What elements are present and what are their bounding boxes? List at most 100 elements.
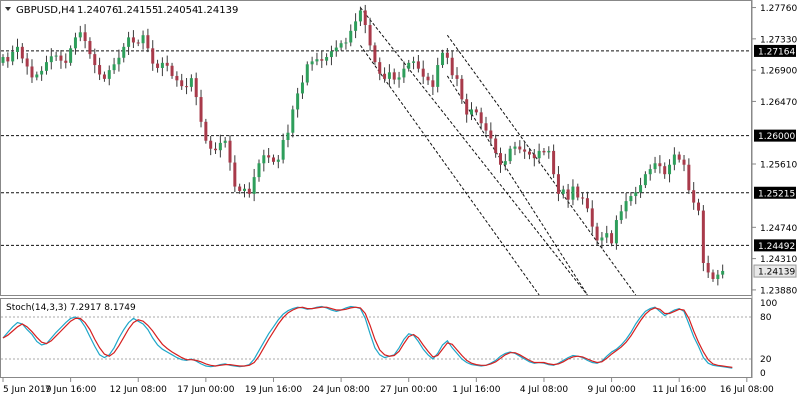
- candle-body: [556, 174, 560, 194]
- time-tick-label: 4 Jul 08:00: [520, 385, 569, 395]
- candle: [445, 48, 449, 65]
- candle: [460, 75, 464, 104]
- candle-body: [151, 48, 155, 64]
- candle: [223, 136, 227, 148]
- candle-body: [663, 166, 667, 175]
- candle-body: [643, 174, 647, 186]
- candle-body: [281, 139, 285, 160]
- candle: [537, 143, 541, 164]
- candle-body: [721, 270, 725, 275]
- candle: [716, 269, 720, 286]
- price-axis: 1.27760 1.27330 1.26900 1.26470 1.25610 1.247…: [752, 4, 797, 296]
- candle: [566, 183, 570, 208]
- candle: [600, 231, 604, 249]
- time-tick-label: 16 Jul 08:00: [720, 385, 774, 395]
- candle-body: [484, 123, 488, 131]
- candle-body: [146, 35, 150, 49]
- candle-body: [257, 163, 261, 178]
- candle-body: [658, 163, 662, 167]
- candle: [146, 28, 150, 53]
- candle-body: [619, 211, 623, 221]
- candle: [556, 166, 560, 202]
- candle-body: [223, 140, 227, 143]
- time-tick-label: 5 Jun 2019: [3, 385, 52, 395]
- candle: [682, 154, 686, 172]
- candle-body: [436, 65, 440, 87]
- symbol-label: GBPUSD,H4: [16, 5, 75, 16]
- candle-body: [11, 51, 15, 62]
- chart-header: GBPUSD,H4 1.24076 1.24155 1.24054 1.2413…: [5, 5, 238, 16]
- candle: [59, 50, 63, 69]
- collapse-triangle-icon[interactable]: [5, 7, 11, 11]
- candle-body: [494, 138, 498, 154]
- candle-body: [561, 189, 565, 194]
- candle-body: [64, 60, 68, 63]
- candle: [498, 147, 502, 173]
- candle: [378, 57, 382, 81]
- candle-body: [402, 68, 406, 78]
- candle: [368, 17, 372, 51]
- candle: [64, 53, 68, 69]
- candle-body: [175, 75, 179, 81]
- channel-line: [446, 34, 637, 296]
- candle: [11, 45, 15, 66]
- candle-body: [49, 56, 53, 63]
- candle: [344, 37, 348, 50]
- candle-body: [470, 109, 474, 115]
- candle-body: [387, 72, 391, 79]
- candle: [141, 30, 145, 50]
- candle: [160, 57, 164, 77]
- price-tick-label: 1.24740: [760, 224, 797, 234]
- candle-body: [1, 57, 5, 63]
- candle-body: [349, 30, 353, 43]
- channel-lines: [360, 7, 637, 296]
- candle-body: [503, 161, 507, 165]
- candle: [267, 148, 271, 163]
- candle: [136, 39, 140, 47]
- level-label-box: [754, 186, 796, 199]
- candle-body: [300, 82, 304, 94]
- candle-body: [455, 75, 459, 79]
- candle: [677, 151, 681, 163]
- candle-body: [518, 146, 522, 150]
- candle-body: [624, 201, 628, 212]
- candle: [354, 13, 358, 39]
- candle-body: [112, 64, 116, 71]
- candle: [658, 155, 662, 174]
- candle: [83, 24, 87, 49]
- candle-body: [228, 140, 232, 163]
- channel-line: [446, 75, 588, 296]
- candle: [595, 222, 599, 246]
- candle: [523, 141, 527, 159]
- candle: [668, 159, 672, 183]
- candle-body: [238, 186, 242, 191]
- candle-body: [30, 66, 34, 78]
- candle-body: [682, 159, 686, 165]
- candle-body: [98, 65, 102, 75]
- level-label: 1.24492: [758, 242, 795, 252]
- candle-body: [170, 65, 174, 76]
- candle-body: [672, 154, 676, 165]
- candle: [542, 148, 546, 156]
- candle-body: [131, 37, 135, 43]
- candle: [721, 264, 725, 279]
- candle: [6, 52, 10, 68]
- candle: [629, 192, 633, 206]
- candle: [131, 30, 135, 49]
- candle-body: [117, 57, 121, 65]
- candle-body: [614, 220, 618, 244]
- price-tick-label: 1.26900: [760, 67, 797, 77]
- candle: [54, 51, 58, 61]
- candle: [30, 59, 34, 83]
- candle-body: [445, 52, 449, 58]
- channel-line: [360, 7, 588, 296]
- candle: [194, 72, 198, 106]
- candle: [576, 183, 580, 201]
- candle-body: [576, 186, 580, 198]
- candle-body: [35, 74, 39, 78]
- candle: [35, 71, 39, 81]
- candle: [416, 54, 420, 73]
- level-label-box: [754, 129, 796, 142]
- candle-body: [692, 190, 696, 203]
- candle: [387, 64, 391, 87]
